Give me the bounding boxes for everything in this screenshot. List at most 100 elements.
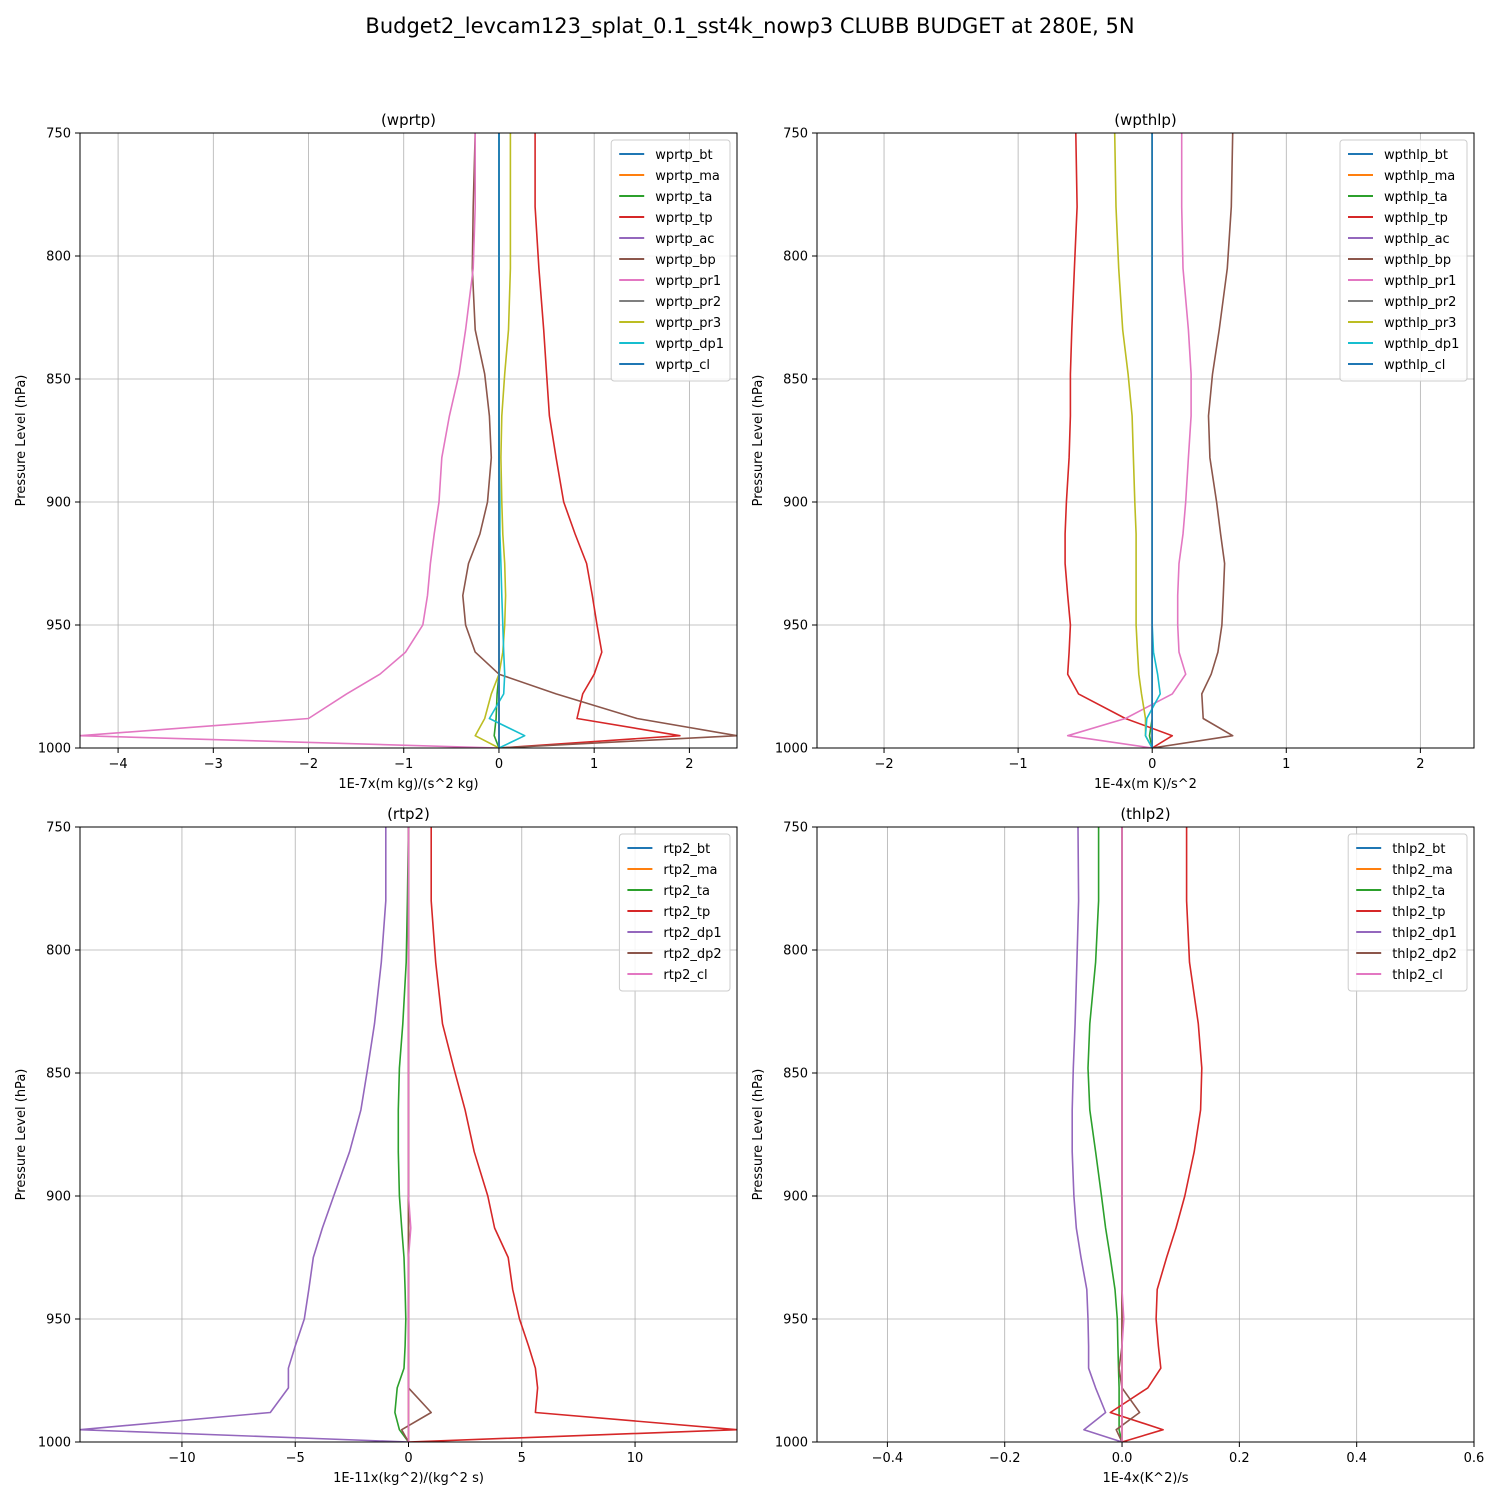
legend-box	[618, 833, 731, 992]
x-axis-label: 1E-7x(m kg)/(s^2 kg)	[338, 777, 478, 792]
y-tick-label: 950	[783, 619, 808, 634]
series-line-thlp2_ta	[1087, 827, 1123, 1442]
subplot-title: (thlp2)	[1120, 805, 1170, 823]
y-tick-label: 1000	[38, 742, 71, 757]
legend-entry-label: wprtp_pr2	[655, 295, 721, 310]
series-line-thlp2_dp2	[1115, 827, 1141, 1442]
legend-entry-label: wprtp_dp1	[655, 337, 724, 352]
y-tick-label: 1000	[38, 1436, 71, 1451]
legend-entry-label: wprtp_ma	[655, 169, 720, 184]
series-line-wpthlp_pr1	[1066, 133, 1192, 748]
legend-entry-label: wprtp_pr3	[655, 316, 721, 331]
x-tick-label: 10	[627, 1451, 644, 1466]
y-tick-label: 1000	[775, 742, 808, 757]
y-tick-label: 800	[783, 944, 808, 959]
series-group	[80, 827, 737, 1442]
x-tick-label: 0	[1148, 757, 1156, 772]
y-tick-label: 850	[783, 1067, 808, 1082]
x-tick-label: −10	[168, 1451, 195, 1466]
series-line-wprtp_dp1	[488, 133, 526, 748]
series-group	[1064, 133, 1234, 748]
subplot-0: −4 −3 −2 −1 0 1 2 750 800 850 900 950 1000 (wprtp) 1E-…	[14, 111, 738, 792]
y-tick-label: 750	[783, 821, 808, 836]
y-tick-label: 800	[783, 250, 808, 265]
x-tick-label: 1	[590, 757, 598, 772]
y-axis-label: Pressure Level (hPa)	[14, 375, 29, 507]
legend-entry-label: thlp2_ma	[1392, 863, 1453, 878]
series-line-thlp2_dp1	[1071, 827, 1123, 1442]
legend-entry-label: wprtp_tp	[655, 211, 712, 226]
subplot-title: (wprtp)	[381, 111, 436, 129]
legend-entry-label: wpthlp_ta	[1384, 190, 1448, 205]
legend-entry-label: thlp2_tp	[1392, 905, 1445, 920]
y-tick-label: 800	[46, 944, 71, 959]
legend-entry-label: wpthlp_cl	[1384, 358, 1445, 373]
y-tick-label: 950	[783, 1313, 808, 1328]
legend-entry-label: wprtp_ac	[655, 232, 714, 247]
series-line-rtp2_dp2	[400, 827, 433, 1442]
legend-entry-label: thlp2_bt	[1392, 842, 1445, 857]
legend-entry-label: wpthlp_ac	[1384, 232, 1450, 247]
y-axis-label: Pressure Level (hPa)	[751, 375, 766, 507]
x-tick-label: −4	[109, 757, 128, 772]
axes-frame	[79, 132, 738, 749]
legend-entry-label: wpthlp_ma	[1384, 169, 1455, 184]
subplot-3: −0.4 −0.2 0.0 0.2 0.4 0.6 750 800 850 900 950 1000 (…	[751, 805, 1484, 1486]
legend-entry-label: rtp2_dp2	[663, 947, 721, 962]
x-tick-label: 0.6	[1464, 1451, 1485, 1466]
legend-entry-label: wprtp_cl	[655, 358, 710, 373]
y-tick-label: 850	[46, 1067, 71, 1082]
legend-entry-label: wpthlp_bp	[1384, 253, 1451, 268]
x-tick-label: 0.2	[1229, 1451, 1250, 1466]
y-tick-label: 900	[46, 1190, 71, 1205]
legend-entry-label: rtp2_tp	[663, 905, 710, 920]
legend-box	[1347, 833, 1468, 992]
legend-entry-label: wpthlp_pr2	[1384, 295, 1456, 310]
legend-entry-label: wprtp_ta	[655, 190, 712, 205]
legend-entry-label: wprtp_pr1	[655, 274, 721, 289]
legend-entry-label: rtp2_bt	[663, 842, 710, 857]
x-tick-label: 0	[404, 1451, 412, 1466]
legend-entry-label: wpthlp_bt	[1384, 148, 1448, 163]
legend-box	[1339, 139, 1468, 382]
y-axis-label: Pressure Level (hPa)	[751, 1069, 766, 1201]
legend-entry-label: rtp2_ma	[663, 863, 717, 878]
legend-entry-label: wpthlp_pr3	[1384, 316, 1456, 331]
y-tick-label: 750	[46, 821, 71, 836]
series-line-thlp2_tp	[1109, 827, 1203, 1442]
legend: rtp2_bt rtp2_ma rtp2_ta rtp2_tp rtp2_dp1 rtp2…	[618, 833, 731, 992]
series-line-wpthlp_tp	[1064, 133, 1174, 748]
subplot-1: −2 −1 0 1 2 750 800 850 900 950 1000 (wpthlp) 1E-4x(…	[751, 111, 1475, 792]
y-tick-label: 800	[46, 250, 71, 265]
x-tick-label: −2	[299, 757, 318, 772]
series-group	[1071, 827, 1203, 1442]
x-tick-label: 2	[1416, 757, 1424, 772]
y-tick-label: 850	[46, 373, 71, 388]
subplot-2: −10 −5 0 5 10 750 800 850 900 950 1000 (rtp2) 1E-11x…	[14, 805, 738, 1486]
series-line-rtp2_ta	[394, 827, 410, 1442]
series-line-wprtp_pr1	[80, 133, 500, 748]
series-group	[80, 133, 737, 748]
series-line-thlp2_cl	[1121, 827, 1125, 1442]
x-axis-label: 1E-11x(kg^2)/(kg^2 s)	[333, 1471, 484, 1486]
x-tick-label: −0.4	[872, 1451, 904, 1466]
x-tick-label: −1	[1009, 757, 1028, 772]
axes-frame	[816, 132, 1475, 749]
legend: thlp2_bt thlp2_ma thlp2_ta thlp2_tp thlp2_dp…	[1347, 833, 1468, 992]
series-line-wpthlp_bp	[1152, 133, 1234, 748]
y-tick-label: 1000	[775, 1436, 808, 1451]
legend-entry-label: wpthlp_dp1	[1384, 337, 1459, 352]
x-tick-label: 0	[495, 757, 503, 772]
x-tick-label: −2	[874, 757, 893, 772]
y-tick-label: 900	[783, 1190, 808, 1205]
series-line-wprtp_bp	[461, 133, 737, 748]
y-tick-label: 950	[46, 619, 71, 634]
legend: wpthlp_bt wpthlp_ma wpthlp_ta wpthlp_tpwpth…	[1339, 139, 1468, 382]
y-tick-label: 850	[783, 373, 808, 388]
x-tick-label: −3	[204, 757, 223, 772]
x-tick-label: −1	[394, 757, 413, 772]
x-axis-label: 1E-4x(K^2)/s	[1102, 1471, 1188, 1486]
legend-entry-label: rtp2_cl	[663, 968, 707, 983]
figure-title: Budget2_levcam123_splat_0.1_sst4k_nowp3 …	[365, 14, 1135, 38]
